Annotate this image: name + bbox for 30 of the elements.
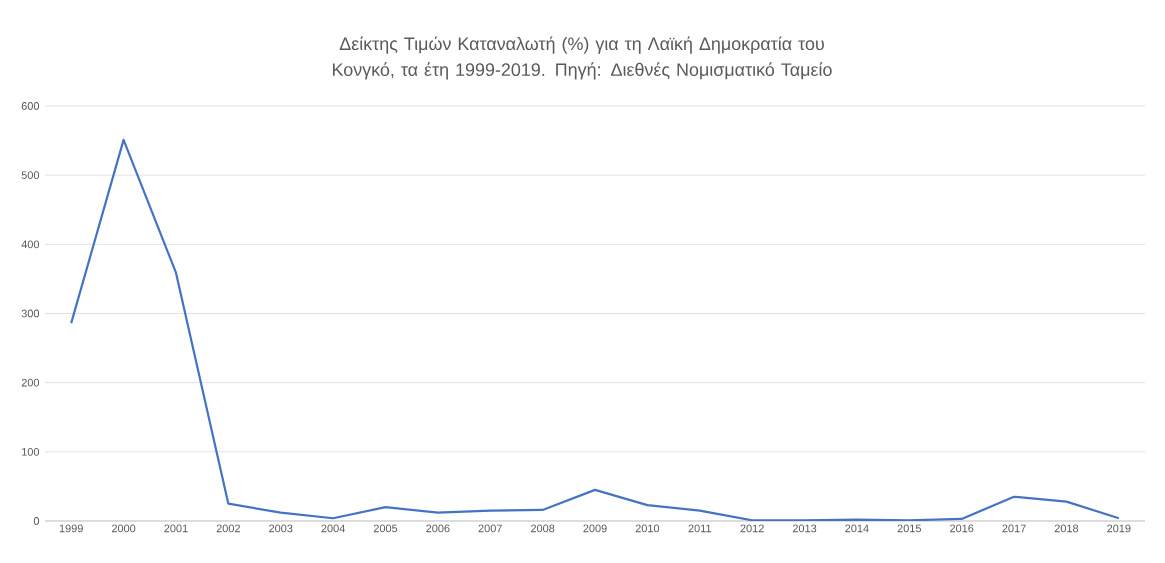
y-tick-label: 200 xyxy=(21,378,40,387)
x-tick-label: 2014 xyxy=(845,524,869,533)
x-tick-label: 2006 xyxy=(426,524,450,533)
y-tick-label: 100 xyxy=(22,447,40,456)
x-tick-label: 1999 xyxy=(59,524,83,533)
x-tick-label: 2003 xyxy=(269,524,293,533)
x-tick-label: 2000 xyxy=(111,524,136,533)
y-tick-label: 0 xyxy=(33,517,40,525)
x-tick-label: 2009 xyxy=(583,524,607,533)
x-tick-label: 2001 xyxy=(164,524,188,533)
x-tick-label: 2015 xyxy=(897,524,922,533)
x-tick-label: 2012 xyxy=(740,524,764,533)
x-tick-label: 2002 xyxy=(216,524,240,533)
x-tick-label: 2010 xyxy=(635,524,660,533)
x-tick-label: 2005 xyxy=(373,524,398,533)
x-tick-label: 2007 xyxy=(478,524,502,533)
line-series xyxy=(70,138,1120,521)
y-tick-label: 500 xyxy=(21,171,40,180)
x-tick-label: 2004 xyxy=(321,524,345,533)
x-tick-label: 2018 xyxy=(1054,524,1079,533)
x-tick-label: 2008 xyxy=(530,524,555,533)
x-tick-label: 2011 xyxy=(688,524,712,533)
x-tick-label: 2016 xyxy=(950,524,974,533)
x-tick-label: 2013 xyxy=(792,524,817,533)
x-tick-label: 2019 xyxy=(1107,524,1131,533)
chart-title: Δείκτης Τιμών Καταναλωτή (%) για τη Λαϊκή Δημοκρατία του Κονγκό, τα έτη 1999-2019. Πηγή: Διεθνές Νομισματικό Ταμείο xyxy=(332,36,832,80)
y-tick-label: 400 xyxy=(21,240,40,249)
x-tick-label: 2017 xyxy=(1002,524,1026,533)
y-tick-label: 300 xyxy=(21,309,40,318)
y-tick-label: 600 xyxy=(21,102,40,110)
